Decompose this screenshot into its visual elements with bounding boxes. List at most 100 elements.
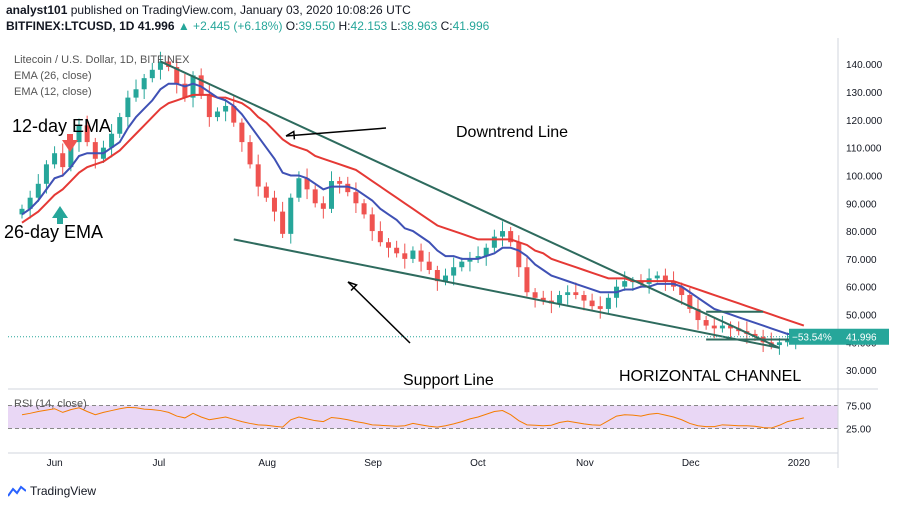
candle-body xyxy=(239,122,245,143)
ema-26-line xyxy=(21,93,805,327)
candle-body xyxy=(92,142,98,159)
candle-body xyxy=(206,94,212,118)
candle-body xyxy=(231,105,237,123)
candle-body xyxy=(76,125,82,143)
candle-body xyxy=(695,308,701,321)
price-tick-label: 90.000 xyxy=(846,199,877,210)
legend-ema26: EMA (26, close) xyxy=(14,70,92,82)
price-tick-label: 60.000 xyxy=(846,283,877,294)
candle-body xyxy=(198,75,204,95)
candle-body xyxy=(728,325,734,329)
candle-body xyxy=(475,256,481,259)
candle-body xyxy=(581,295,587,301)
high-label: H: xyxy=(338,19,351,33)
close-value: 41.996 xyxy=(452,19,490,33)
ema12-marker-icon xyxy=(62,134,78,152)
candle-body xyxy=(622,281,628,287)
candle-body xyxy=(60,153,66,168)
price-tick-label: 100.000 xyxy=(846,171,883,182)
annotation-26-day-ema: 26-day EMA xyxy=(4,222,104,242)
ema26-marker-icon xyxy=(52,206,68,224)
open-value: 39.550 xyxy=(298,19,336,33)
candle-body xyxy=(532,292,538,298)
candle-body xyxy=(491,236,497,248)
downtrend-arrow xyxy=(285,127,387,137)
candle-body xyxy=(443,275,449,282)
publish-date: published on TradingView.com, January 03… xyxy=(70,3,411,17)
candle-body xyxy=(190,75,196,98)
price-tick-label: 130.000 xyxy=(846,88,883,99)
candle-body xyxy=(703,320,709,326)
support-line xyxy=(233,238,780,349)
price-tick-label: 110.000 xyxy=(846,144,882,155)
ema-12-line xyxy=(21,82,805,338)
time-tick-label: Nov xyxy=(576,458,594,469)
candle-body xyxy=(255,164,261,187)
high-value: 42.153 xyxy=(350,19,388,33)
candle-body xyxy=(565,292,571,296)
candle-body xyxy=(785,339,791,343)
tradingview-logo[interactable]: TradingView xyxy=(8,484,96,498)
annotation-support-line: Support Line xyxy=(403,372,494,389)
candle-body xyxy=(752,333,758,337)
candle-body xyxy=(84,125,90,143)
close-label: C: xyxy=(440,19,453,33)
candle-body xyxy=(133,89,139,98)
candle-body xyxy=(247,142,253,165)
change-tag-label: −53.54% xyxy=(792,333,832,344)
support-arrow-head xyxy=(347,281,358,292)
chart-area[interactable]: 140.000 130.000 120.000 110.000 100.000 90.00… xyxy=(0,38,900,478)
candle-body xyxy=(483,247,489,257)
candle-body xyxy=(467,258,473,262)
candle-body xyxy=(361,203,367,215)
candle-body xyxy=(459,261,465,268)
candle-body xyxy=(345,183,351,193)
price-tick-label: 30.000 xyxy=(846,366,877,377)
candle-body xyxy=(426,261,432,270)
candle-body xyxy=(320,203,326,209)
candle-body xyxy=(149,69,155,79)
candle-body xyxy=(638,281,644,284)
rsi-pane xyxy=(8,405,838,429)
candle-body xyxy=(410,250,416,259)
time-tick-label: Jun xyxy=(47,458,63,469)
support-arrow xyxy=(347,281,411,344)
candle-body xyxy=(385,242,391,248)
candle-body xyxy=(312,189,318,204)
candle-body xyxy=(182,83,188,98)
candle-body xyxy=(337,181,343,184)
price-tick-label: 80.000 xyxy=(846,227,877,238)
candle-body xyxy=(304,178,310,190)
candle-body xyxy=(68,142,74,168)
tradingview-icon xyxy=(8,485,26,497)
last-price-tag xyxy=(839,328,889,345)
candle-body xyxy=(141,78,147,90)
candle-body xyxy=(524,267,530,293)
candle-body xyxy=(557,295,563,304)
rsi-band xyxy=(8,405,838,429)
rsi-line xyxy=(21,406,804,429)
candle-body xyxy=(223,105,229,112)
low-value: 38.963 xyxy=(400,19,438,33)
change-tag xyxy=(789,328,839,345)
low-label: L: xyxy=(390,19,401,33)
candle-body xyxy=(117,117,123,134)
candle-body xyxy=(418,250,424,262)
annotation-horizontal-channel: HORIZONTAL CHANNEL xyxy=(619,368,802,385)
candle-body xyxy=(402,253,408,259)
candle-body xyxy=(516,242,522,268)
candle-body xyxy=(597,306,603,309)
open-label: O: xyxy=(285,19,299,33)
candle-body xyxy=(288,197,294,234)
candle-body xyxy=(451,267,457,276)
candle-body xyxy=(328,181,334,209)
price-pane xyxy=(8,51,838,355)
candle-body xyxy=(573,292,579,296)
candle-body xyxy=(719,325,725,329)
downtrend-arrow-head xyxy=(285,130,296,140)
candle-body xyxy=(589,300,595,307)
symbol-info: BITFINEX:LTCUSD, 1D 41.996 ▲ +2.445 (+6.… xyxy=(6,19,489,33)
candle-body xyxy=(654,275,660,279)
last-price-tag-label: 41.996 xyxy=(846,333,877,344)
candle-body xyxy=(43,164,49,184)
